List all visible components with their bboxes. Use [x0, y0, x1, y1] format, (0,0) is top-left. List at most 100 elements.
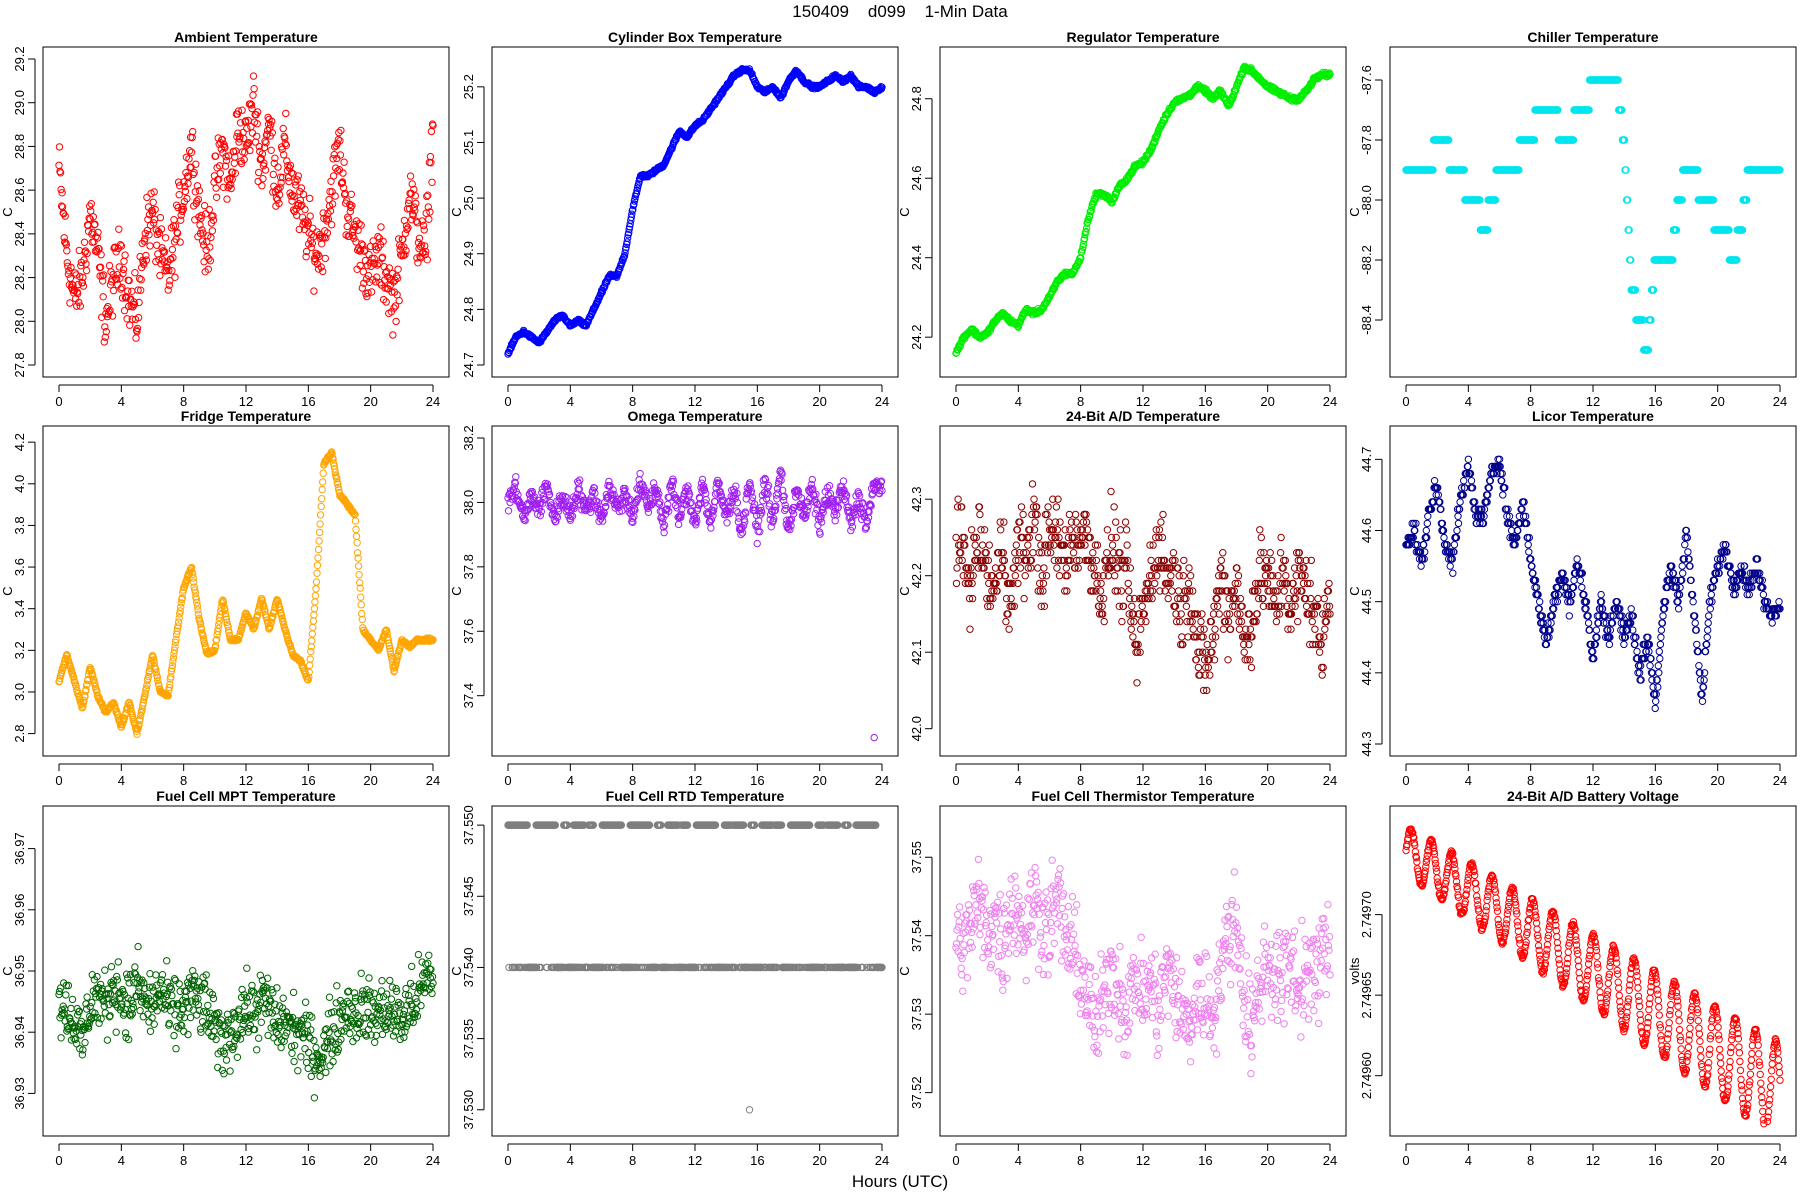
- data-point: [218, 135, 227, 144]
- data-point: [427, 159, 435, 167]
- data-point: [405, 196, 413, 204]
- data-point: [309, 617, 318, 625]
- data-point: [268, 117, 276, 125]
- data-point: [428, 178, 436, 187]
- data-point: [302, 253, 310, 261]
- data-point: [403, 225, 411, 234]
- x-tick-label: 8: [180, 773, 187, 788]
- y-tick-label: 3.8: [12, 516, 27, 534]
- series-points: [55, 448, 437, 738]
- data-point: [94, 228, 102, 237]
- data-point: [698, 475, 707, 484]
- data-point: [336, 137, 344, 145]
- data-point: [1024, 541, 1032, 549]
- data-point: [319, 209, 327, 217]
- data-point: [304, 219, 312, 227]
- panel-title: 24-Bit A/D Temperature: [1066, 408, 1220, 424]
- data-point: [1182, 602, 1191, 610]
- data-point: [293, 176, 301, 184]
- data-point: [1030, 495, 1038, 503]
- data-point: [345, 215, 353, 223]
- data-point: [707, 524, 715, 532]
- data-point: [952, 533, 960, 542]
- data-point: [112, 274, 120, 283]
- data-point: [155, 229, 164, 238]
- y-tick-label: 29.2: [12, 46, 27, 71]
- data-point: [1157, 518, 1165, 526]
- data-point: [204, 265, 213, 273]
- x-tick-label: 4: [567, 773, 574, 788]
- data-point: [281, 139, 289, 148]
- data-point: [302, 247, 311, 256]
- data-point: [390, 304, 398, 312]
- data-point: [106, 281, 115, 289]
- x-tick-label: 0: [952, 394, 959, 409]
- data-point: [82, 266, 91, 275]
- y-tick-label: 3.6: [12, 558, 27, 576]
- data-point: [316, 511, 325, 519]
- data-point: [160, 258, 168, 266]
- data-point: [317, 263, 325, 271]
- data-point: [343, 222, 351, 231]
- data-point: [117, 285, 125, 293]
- series-points: [952, 480, 1334, 695]
- data-point: [267, 146, 275, 155]
- data-point: [109, 270, 117, 279]
- data-point: [318, 485, 326, 494]
- data-point: [253, 132, 261, 141]
- data-point: [260, 159, 268, 167]
- x-tick-label: 16: [750, 394, 764, 409]
- data-point: [402, 246, 410, 255]
- data-point: [1028, 480, 1037, 488]
- x-tick-label: 24: [1773, 394, 1787, 409]
- x-tick-label: 4: [1015, 394, 1022, 409]
- data-point: [1036, 579, 1044, 588]
- data-point: [120, 306, 129, 315]
- data-point: [212, 184, 220, 192]
- data-point: [170, 216, 178, 224]
- data-point: [316, 232, 325, 241]
- data-point: [280, 151, 288, 159]
- data-point: [202, 210, 210, 218]
- data-point: [277, 179, 285, 187]
- data-point: [176, 182, 184, 190]
- data-point: [133, 327, 141, 336]
- panel-title: Ambient Temperature: [174, 29, 318, 45]
- data-point: [118, 283, 126, 292]
- data-point: [221, 144, 229, 152]
- y-tick-label: 28.8: [12, 134, 27, 159]
- data-point: [411, 207, 419, 215]
- y-tick-label: 37.6: [461, 619, 476, 644]
- y-tick-label: 38.0: [461, 490, 476, 515]
- y-tick-label: 25.0: [461, 185, 476, 210]
- x-tick-label: 24: [875, 394, 889, 409]
- data-point: [732, 507, 741, 515]
- data-point: [167, 224, 176, 232]
- y-tick-label: 27.8: [12, 352, 27, 377]
- data-point: [424, 203, 432, 211]
- data-point: [350, 234, 358, 242]
- data-point: [189, 127, 197, 136]
- data-point: [1092, 556, 1101, 565]
- data-point: [173, 229, 182, 237]
- x-tick-label: 16: [301, 394, 315, 409]
- y-tick-label: 37.4: [461, 683, 476, 708]
- data-point: [295, 225, 303, 234]
- data-point: [255, 142, 263, 151]
- data-point: [324, 209, 332, 218]
- data-point: [241, 148, 249, 157]
- data-point: [275, 190, 284, 199]
- x-tick-label: 0: [1402, 394, 1409, 409]
- data-point: [105, 261, 114, 270]
- data-point: [424, 191, 432, 199]
- data-point: [1159, 510, 1167, 519]
- data-point: [1125, 587, 1133, 595]
- y-tick-label: 42.2: [909, 563, 924, 588]
- data-point: [306, 655, 314, 663]
- data-point: [623, 234, 632, 242]
- data-point: [1116, 526, 1125, 534]
- y-tick-label: 42.3: [909, 487, 924, 512]
- data-point: [171, 273, 179, 281]
